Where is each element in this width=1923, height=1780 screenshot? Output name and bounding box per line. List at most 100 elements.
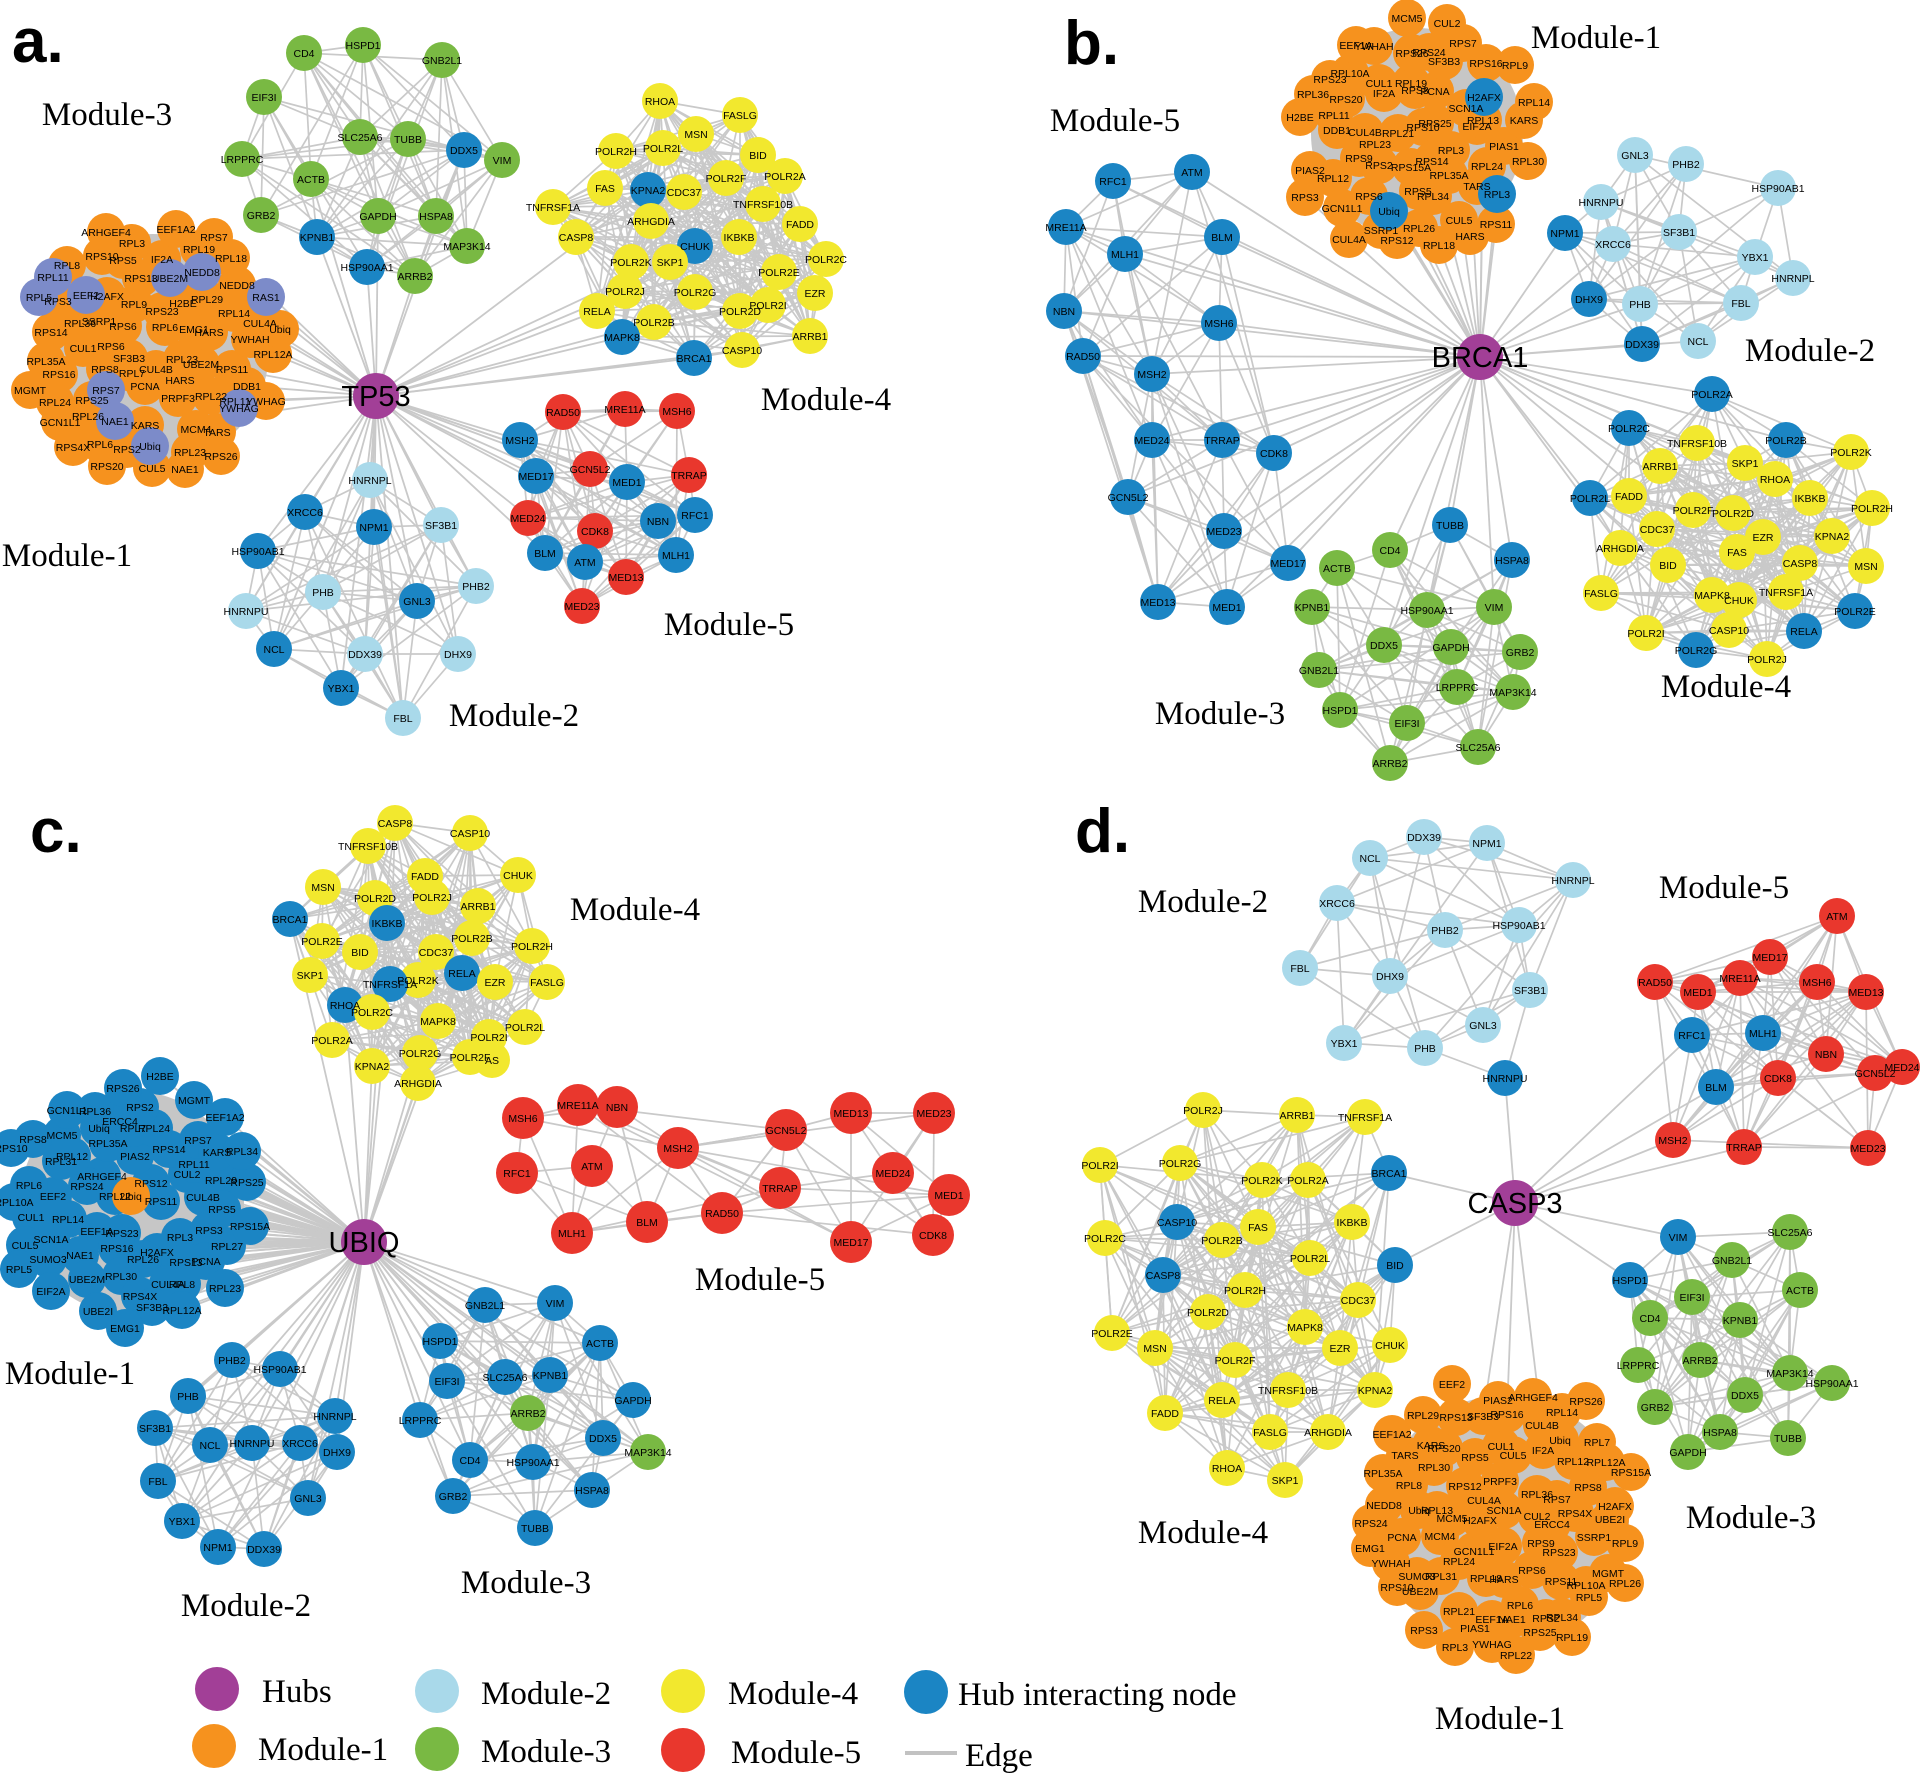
svg-text:GNB2L1: GNB2L1 [465,1300,505,1312]
svg-text:KPNA2: KPNA2 [355,1061,390,1073]
svg-text:TNFRSF10B: TNFRSF10B [733,199,793,211]
svg-text:FADD: FADD [1151,1408,1179,1420]
svg-text:MED24: MED24 [1134,435,1169,447]
svg-text:RPL9: RPL9 [1612,1538,1638,1550]
svg-text:Module-4: Module-4 [570,892,700,928]
svg-text:RPL12: RPL12 [1317,173,1349,185]
svg-text:Module-4: Module-4 [761,382,891,418]
svg-text:SLC25A6: SLC25A6 [1768,1227,1813,1239]
svg-text:CASP10: CASP10 [450,828,490,840]
svg-text:RPS15A: RPS15A [1391,162,1431,174]
svg-text:EEF1A2: EEF1A2 [1372,1429,1411,1441]
svg-text:HNRNPU: HNRNPU [230,1438,275,1450]
svg-text:MED23: MED23 [564,601,599,613]
svg-text:Module-2: Module-2 [181,1588,311,1624]
svg-text:CUL4A: CUL4A [1332,234,1366,246]
svg-text:MSH6: MSH6 [662,406,691,418]
svg-text:EEF1A: EEF1A [80,1226,113,1238]
svg-text:CDK8: CDK8 [919,1230,947,1242]
svg-text:RFC1: RFC1 [681,510,709,522]
svg-text:Module-1: Module-1 [258,1732,388,1768]
svg-text:SUMO3: SUMO3 [29,1254,67,1266]
svg-text:KPNA2: KPNA2 [631,185,666,197]
svg-text:RPS14: RPS14 [34,327,67,339]
svg-text:POLR2J: POLR2J [1747,654,1787,666]
svg-text:POLR2H: POLR2H [1224,1285,1266,1297]
svg-text:EEF1A: EEF1A [1475,1614,1508,1626]
svg-text:POLR2K: POLR2K [1830,447,1871,459]
svg-text:POLR2B: POLR2B [451,933,492,945]
svg-text:HSPA8: HSPA8 [419,211,453,223]
svg-text:MED1: MED1 [934,1190,963,1202]
svg-text:RPL13: RPL13 [1421,1505,1453,1517]
svg-text:RPL3: RPL3 [1484,189,1510,201]
svg-text:HNRNPU: HNRNPU [1579,197,1624,209]
svg-text:HNRNPL: HNRNPL [313,1411,356,1423]
svg-text:Module-4: Module-4 [728,1676,858,1712]
svg-text:EIF3I: EIF3I [1679,1292,1704,1304]
svg-text:ARRB1: ARRB1 [1279,1110,1314,1122]
svg-text:RPS16: RPS16 [42,369,75,381]
svg-text:RPL30: RPL30 [105,1271,137,1283]
svg-text:RPL22: RPL22 [195,391,227,403]
svg-text:RPS24: RPS24 [70,1181,103,1193]
svg-text:YBX1: YBX1 [1742,252,1769,264]
svg-text:SF3B3: SF3B3 [136,1302,168,1314]
svg-text:RPL24: RPL24 [1471,161,1503,173]
svg-text:RPS25: RPS25 [230,1177,263,1189]
svg-text:POLR2G: POLR2G [1675,645,1718,657]
svg-text:GRB2: GRB2 [1641,1402,1670,1414]
svg-text:RPS6: RPS6 [1518,1565,1546,1577]
svg-text:RPS11: RPS11 [1545,1576,1578,1588]
svg-text:MAP3K14: MAP3K14 [624,1447,671,1459]
svg-text:RPL22: RPL22 [99,1191,131,1203]
svg-text:SF3B1: SF3B1 [1663,227,1695,239]
svg-text:POLR2I: POLR2I [470,1032,507,1044]
svg-text:POLR2A: POLR2A [1287,1175,1328,1187]
svg-text:RPL29: RPL29 [1407,1410,1439,1422]
svg-text:RPS2: RPS2 [1365,160,1393,172]
svg-text:HSP90AB1: HSP90AB1 [1492,920,1545,932]
svg-text:RPS25: RPS25 [75,395,108,407]
svg-text:CASP8: CASP8 [378,818,413,830]
svg-text:POLR2H: POLR2H [511,941,553,953]
svg-text:UBE2M: UBE2M [69,1274,105,1286]
svg-text:CHUK: CHUK [680,241,710,253]
svg-text:CHUK: CHUK [1375,1340,1405,1352]
svg-text:DDX5: DDX5 [1731,1390,1759,1402]
svg-text:YBX1: YBX1 [1331,1038,1358,1050]
svg-text:LRPPRC: LRPPRC [221,154,264,166]
svg-text:TP53: TP53 [341,381,410,413]
svg-text:CUL5: CUL5 [1446,215,1473,227]
svg-text:H2AFX: H2AFX [1598,1501,1632,1513]
svg-text:BLM: BLM [1705,1082,1727,1094]
svg-text:POLR2B: POLR2B [633,317,674,329]
svg-text:MED17: MED17 [518,471,553,483]
svg-text:H2AFX: H2AFX [1467,92,1501,104]
svg-text:ARHGEF4: ARHGEF4 [81,227,131,239]
svg-text:EIF2A: EIF2A [36,1286,65,1298]
svg-text:RPS11: RPS11 [1480,219,1513,231]
svg-text:RPS5: RPS5 [208,1204,236,1216]
svg-text:H2BE: H2BE [169,298,196,310]
svg-text:RPL34: RPL34 [1417,191,1449,203]
svg-text:RPL12A: RPL12A [253,349,292,361]
svg-text:b.: b. [1064,9,1119,78]
svg-text:RPS8: RPS8 [1574,1482,1602,1494]
svg-text:RPS12: RPS12 [1448,1481,1481,1493]
svg-text:RPL6: RPL6 [152,322,178,334]
svg-text:VIM: VIM [1485,602,1504,614]
svg-text:XRCC6: XRCC6 [1595,239,1631,251]
svg-text:MAPK8: MAPK8 [1287,1322,1323,1334]
svg-text:NAE1: NAE1 [101,416,129,428]
svg-text:MSN: MSN [1854,561,1877,573]
svg-text:RHOA: RHOA [330,1000,360,1012]
svg-text:PHB2: PHB2 [218,1355,246,1367]
svg-text:RPL36: RPL36 [79,1106,111,1118]
svg-text:RPS5: RPS5 [1404,186,1432,198]
svg-text:FBL: FBL [1290,963,1309,975]
svg-text:Module-4: Module-4 [1661,669,1791,705]
svg-text:RPL9: RPL9 [1502,60,1528,72]
svg-text:RPL11: RPL11 [1318,110,1349,122]
svg-text:RPS20: RPS20 [1427,1443,1460,1455]
